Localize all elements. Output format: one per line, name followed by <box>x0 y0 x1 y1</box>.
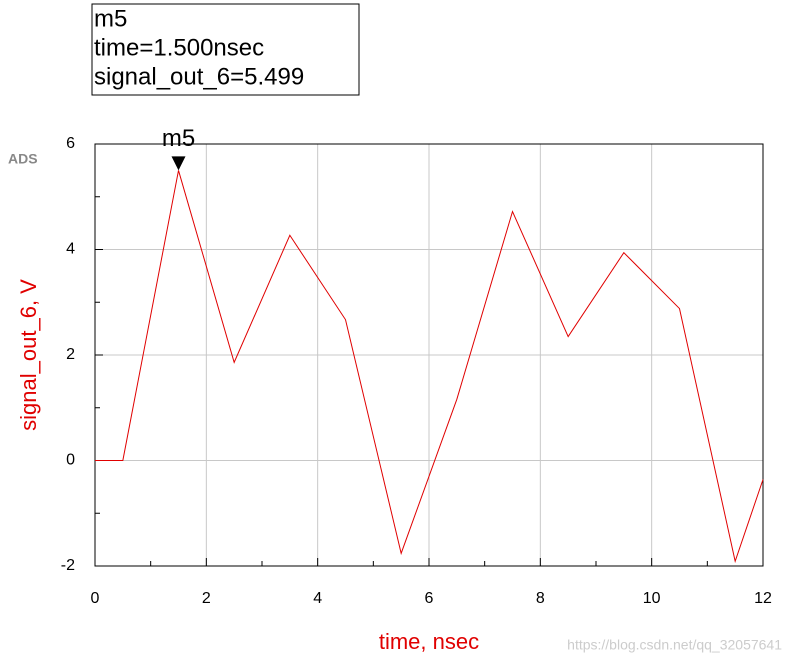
marker-triangle <box>171 156 186 171</box>
y-axis-label: signal_out_6, V <box>16 279 41 431</box>
marker-readout-box <box>91 3 360 96</box>
y-tick-label: 6 <box>66 135 75 152</box>
x-tick-label: 10 <box>643 590 661 607</box>
y-tick-label: 4 <box>66 241 75 258</box>
readout-line: m5 <box>94 5 127 32</box>
readout-line: signal_out_6=5.499 <box>94 63 304 90</box>
watermark: https://blog.csdn.net/qq_32057641 <box>567 637 782 653</box>
y-tick-label: 0 <box>66 452 75 469</box>
y-tick-label: 2 <box>66 346 75 363</box>
x-axis-label: time, nsec <box>379 629 479 654</box>
x-tick-label: 6 <box>425 590 434 607</box>
x-tick-label: 4 <box>313 590 322 607</box>
series-line <box>95 170 764 564</box>
logo: ADS <box>8 151 38 167</box>
x-tick-label: 0 <box>91 590 100 607</box>
x-tick-label: 2 <box>202 590 211 607</box>
plot-frame <box>94 143 764 567</box>
x-tick-label: 12 <box>754 590 772 607</box>
marker-label: m5 <box>162 125 195 152</box>
y-tick-label: -2 <box>61 557 75 574</box>
readout-line: time=1.500nsec <box>94 34 264 61</box>
x-tick-label: 8 <box>536 590 545 607</box>
